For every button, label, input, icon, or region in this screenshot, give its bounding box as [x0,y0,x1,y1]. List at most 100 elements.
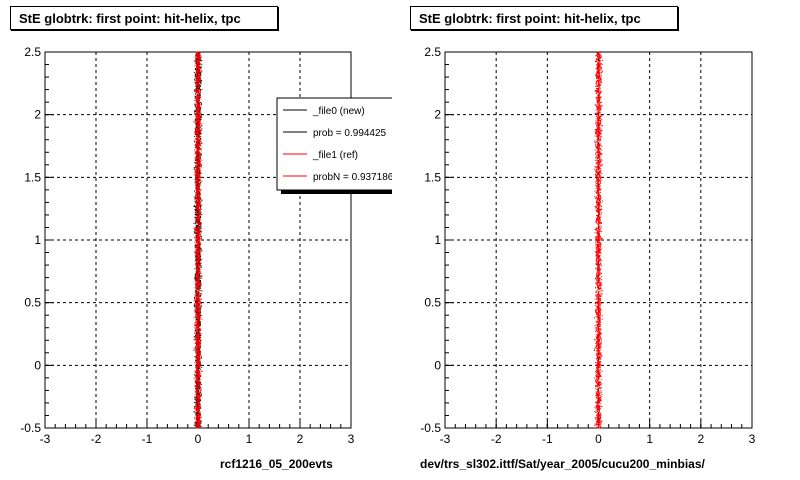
data-point [196,232,198,234]
data-point [197,374,199,376]
data-point [195,277,197,279]
data-point [198,244,200,246]
data-point [197,309,199,311]
data-point [196,107,198,109]
data-point [194,65,196,67]
data-point [197,58,199,60]
data-point [196,426,198,428]
data-point [196,335,197,337]
data-point [194,356,196,358]
data-point [199,114,201,116]
data-point [200,387,202,389]
data-point [195,291,197,293]
data-point [196,284,198,286]
data-point [198,250,200,252]
data-point [194,247,196,249]
data-point [194,343,196,345]
data-point [196,322,198,324]
data-point [195,180,197,182]
data-point [197,406,199,408]
data-point [200,394,202,396]
data-point [196,342,198,344]
data-point [195,220,197,222]
data-point [194,89,196,91]
data-point [194,209,196,211]
data-point [196,172,198,174]
data-point [200,60,202,62]
data-point [195,75,197,77]
data-point [196,178,198,180]
data-point [200,118,202,120]
data-point [195,260,197,262]
data-point [193,298,195,300]
data-point [197,335,199,337]
data-point [197,113,199,115]
data-point [198,223,200,225]
data-point [198,427,200,429]
data-point [197,76,199,78]
data-point [200,96,202,98]
data-point [197,178,199,180]
data-point [195,288,197,290]
data-point [196,204,198,206]
data-point [198,77,200,79]
data-point [194,204,196,206]
data-point [198,169,200,171]
data-point [197,140,199,142]
data-point [198,354,200,356]
data-point [196,419,198,421]
data-point [196,376,198,378]
data-point [200,231,202,233]
data-point [196,318,198,320]
data-point [198,396,200,398]
data-point [200,338,202,340]
data-point [197,79,199,81]
data-point [197,117,199,119]
data-point [195,115,197,117]
data-point [198,183,200,185]
data-point [196,115,198,117]
data-point [195,80,197,82]
data-point [201,315,203,317]
data-point [198,149,200,151]
data-point [194,190,195,192]
data-point [197,257,199,259]
data-point [200,117,202,119]
data-point [195,371,197,373]
data-point [197,250,199,252]
data-point [197,348,199,350]
data-point [196,355,198,357]
data-point [193,141,195,143]
data-point [198,201,200,203]
data-point [194,181,196,183]
data-point [199,52,201,54]
data-point [199,177,201,179]
data-point [197,81,199,83]
data-point [199,63,201,65]
data-point [195,175,197,177]
data-point [197,271,199,273]
data-point [198,106,200,108]
data-point [194,287,196,289]
data-point [198,99,200,101]
data-point [198,145,200,147]
data-point [200,379,202,381]
data-point [198,347,200,349]
data-point [200,281,202,283]
data-point [197,319,199,321]
data-point [197,52,199,54]
series-points--file1-ref- [193,51,203,429]
data-point [199,322,201,324]
data-point [196,151,198,153]
data-point [197,353,199,355]
data-point [196,257,198,259]
data-point [200,208,202,210]
data-point [195,136,197,138]
data-point [193,72,195,74]
data-point [200,265,202,267]
data-point [199,393,201,395]
data-point [197,120,199,122]
data-point [199,109,201,111]
data-point [198,287,200,289]
data-point [195,173,197,175]
